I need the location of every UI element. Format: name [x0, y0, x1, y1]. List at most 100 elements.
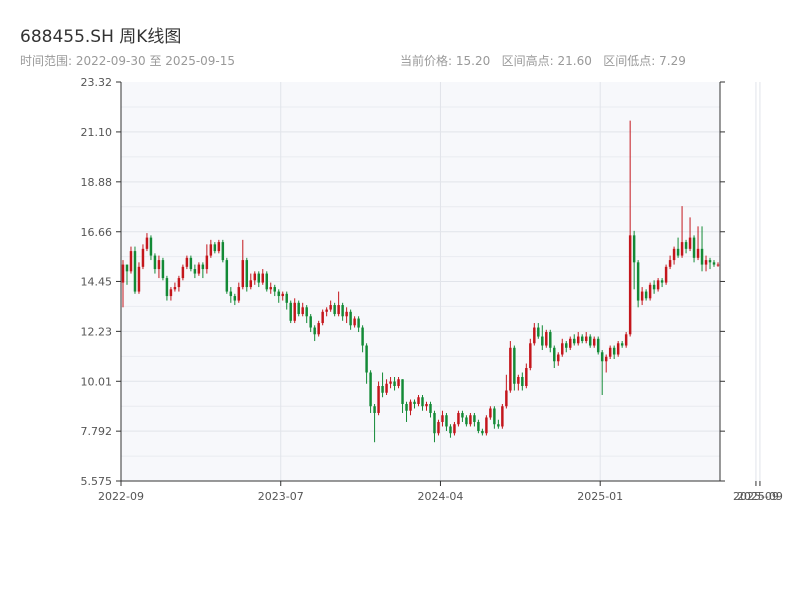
- candle: [393, 377, 396, 391]
- candle-body: [573, 338, 576, 344]
- candle: [277, 289, 280, 303]
- candle-body: [473, 415, 476, 422]
- y-tick-label: 14.45: [81, 275, 113, 288]
- candle: [293, 298, 296, 324]
- candle: [241, 239, 245, 290]
- x-tick-label: 2024-04: [417, 490, 463, 503]
- candle-body: [648, 284, 652, 299]
- candle-body: [533, 327, 536, 344]
- candle-body: [413, 401, 416, 404]
- candle-body: [620, 343, 624, 346]
- candle-body: [145, 237, 149, 249]
- candle: [269, 282, 272, 294]
- candle: [696, 226, 700, 261]
- candle: [465, 415, 468, 427]
- y-tick-label: 23.32: [81, 76, 113, 89]
- candle: [521, 372, 524, 391]
- candle-body: [209, 244, 213, 256]
- candle: [313, 325, 316, 342]
- candle-body: [684, 242, 688, 249]
- date-range-end: 2025-09-15: [165, 54, 236, 68]
- candle: [624, 332, 628, 348]
- candle-body: [668, 260, 672, 267]
- candle-body: [708, 260, 712, 263]
- candle: [129, 246, 133, 274]
- candle-body: [600, 352, 604, 362]
- candle: [628, 120, 632, 337]
- candle: [325, 307, 328, 317]
- candle: [257, 271, 261, 288]
- candle-body: [193, 269, 197, 274]
- candle-body: [249, 280, 253, 288]
- candle: [608, 345, 612, 360]
- candle: [309, 314, 312, 333]
- candle-body: [357, 318, 360, 328]
- candle-body: [445, 415, 448, 427]
- candle-body: [137, 266, 141, 292]
- candle-body: [429, 403, 432, 413]
- candle-body: [401, 379, 404, 404]
- candle-body: [129, 251, 133, 272]
- candle: [664, 264, 668, 285]
- candle-body: [281, 293, 284, 297]
- candle-body: [361, 327, 364, 346]
- candle-body: [584, 336, 588, 342]
- candle: [580, 334, 584, 344]
- candle: [660, 278, 664, 288]
- candle: [229, 287, 233, 303]
- candle: [716, 262, 720, 267]
- candle-body: [297, 302, 300, 315]
- candle-body: [333, 305, 336, 315]
- candle: [541, 325, 544, 351]
- y-axis-labels: 5.575 7.792 10.01 12.23 14.45 16.66 18.88 21.10…: [81, 76, 113, 488]
- candle-body: [437, 421, 440, 434]
- candle: [409, 399, 412, 416]
- candle: [369, 370, 372, 413]
- candle-body: [656, 280, 660, 290]
- candle-body: [580, 336, 584, 342]
- price-stats: 当前价格: 15.20 区间高点: 21.60 区间低点: 7.29: [400, 54, 686, 68]
- candle-body: [565, 343, 568, 348]
- y-tick-label: 10.01: [81, 375, 113, 388]
- date-range-start: 2022-09-30: [75, 54, 146, 68]
- candle-body: [313, 327, 316, 335]
- candle: [473, 412, 476, 427]
- chart-title: 688455.SH 周K线图: [20, 27, 182, 47]
- candle-body: [485, 417, 488, 434]
- candle: [501, 403, 504, 429]
- candle: [489, 406, 492, 420]
- date-range-label: 时间范围:: [20, 54, 73, 68]
- candle-body: [596, 338, 600, 353]
- candle: [652, 280, 656, 294]
- candle: [668, 255, 672, 270]
- candle-body: [612, 347, 616, 355]
- candle-body: [569, 338, 572, 348]
- candle-body: [433, 412, 436, 434]
- candle: [576, 332, 580, 346]
- x-axis-labels: 2022-09 2023-07 2024-04 2025-01 2025-092025-…: [98, 490, 783, 503]
- candle: [485, 415, 488, 436]
- candle: [157, 255, 161, 279]
- candle-body: [157, 260, 161, 270]
- candle-body: [321, 311, 324, 324]
- candle-body: [173, 287, 177, 290]
- candle: [533, 323, 536, 346]
- y-tick-label: 12.23: [81, 325, 113, 338]
- candle: [173, 282, 177, 292]
- candle-body: [529, 343, 532, 369]
- candle-body: [329, 305, 332, 310]
- candle: [441, 410, 444, 427]
- candle: [604, 354, 608, 373]
- candle: [281, 291, 284, 301]
- candle-body: [177, 278, 181, 288]
- candle: [345, 307, 348, 324]
- candle: [149, 235, 153, 261]
- candle: [680, 206, 684, 258]
- y-tick-label: 18.88: [81, 176, 113, 189]
- candle-body: [696, 248, 700, 258]
- candle-body: [161, 260, 165, 279]
- x-tick-label: 2025-09: [733, 490, 779, 503]
- candle-body: [349, 311, 352, 326]
- candle-body: [441, 415, 444, 422]
- candle: [421, 394, 424, 411]
